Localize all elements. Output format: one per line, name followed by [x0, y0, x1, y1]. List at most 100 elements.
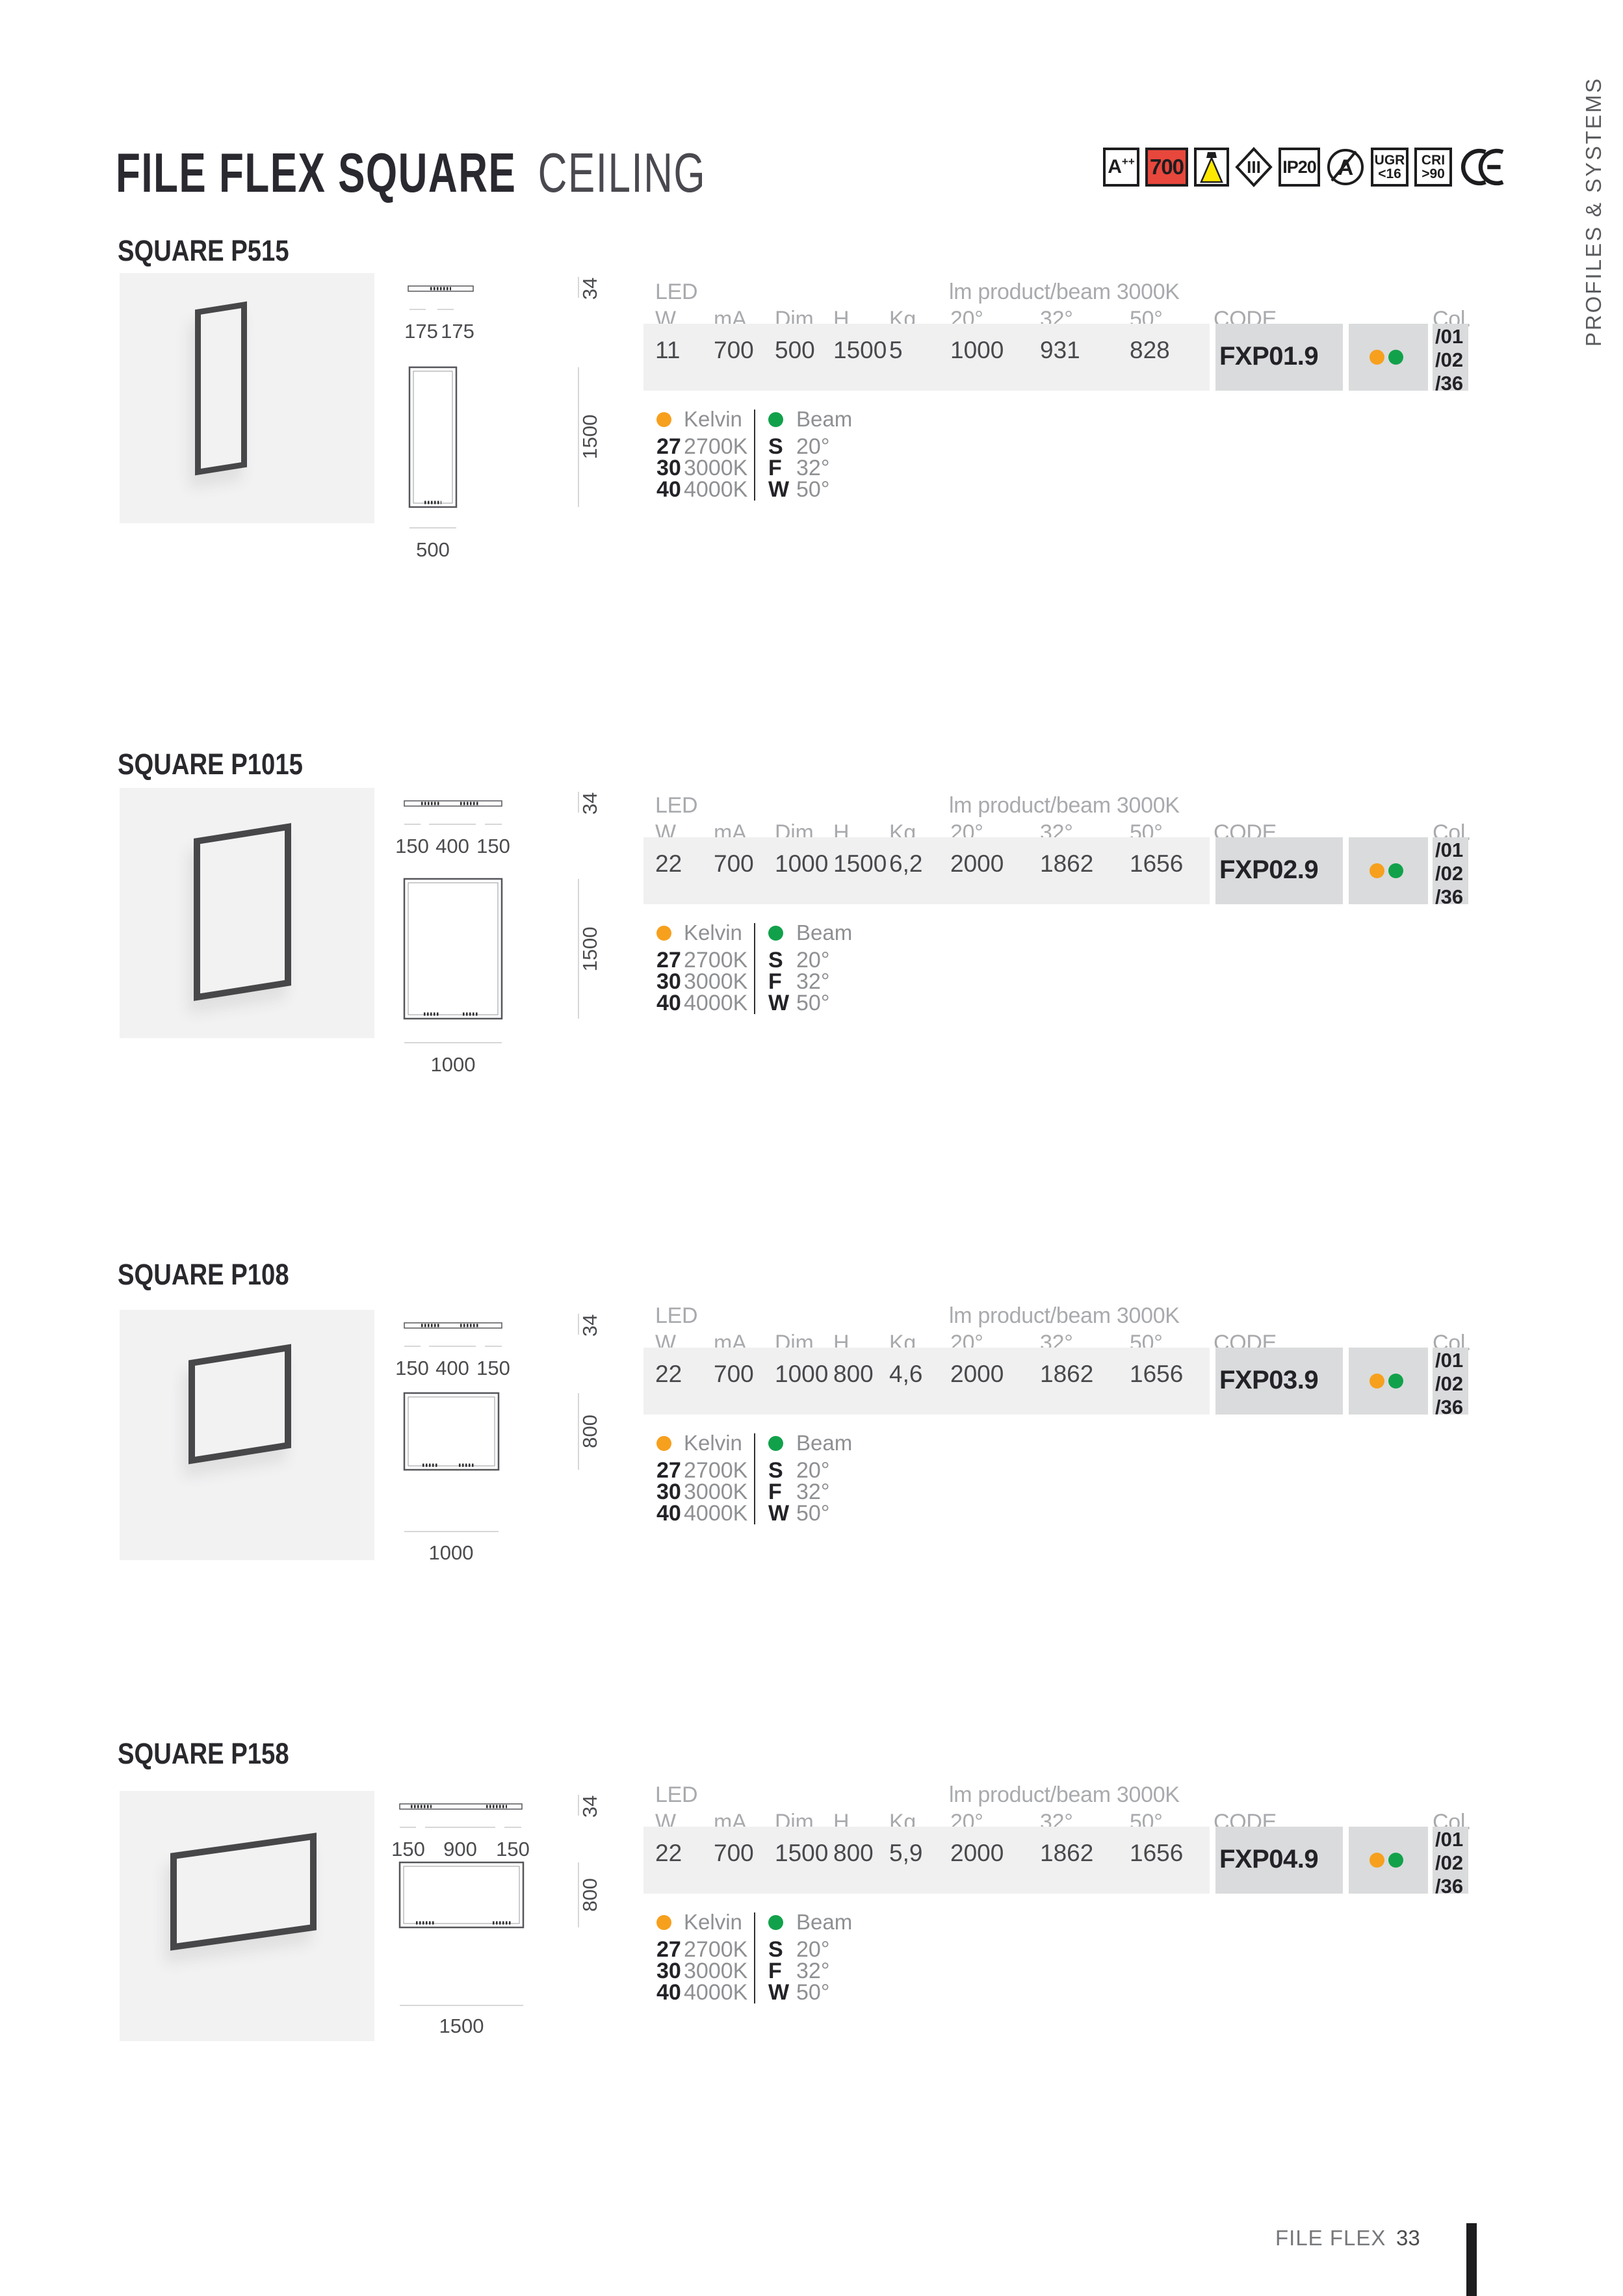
- dim-segment-a: 150: [391, 1838, 425, 1860]
- value-h: 1500: [833, 850, 887, 877]
- beam-value: 20°: [796, 1458, 830, 1483]
- product-title: SQUARE P108: [118, 1258, 289, 1291]
- finish-color-2: /02: [1435, 1851, 1464, 1874]
- beam-option-dot: [1388, 1374, 1403, 1389]
- dim-width: 1500: [439, 2015, 484, 2037]
- page-title-bold: FILE FLEX SQUARE: [116, 142, 517, 204]
- finish-color-1: /01: [1435, 325, 1464, 348]
- legend-divider: [754, 923, 755, 1014]
- kelvin-code: 27: [656, 434, 681, 459]
- kelvin-option-dot: [1370, 1374, 1384, 1389]
- beam-value: 32°: [796, 1480, 830, 1504]
- kelvin-option-dot: [1370, 350, 1384, 365]
- beam-value: 20°: [796, 1937, 830, 1962]
- beam-value: 50°: [796, 1980, 830, 2005]
- finish-color-3: /36: [1435, 372, 1464, 395]
- kelvin-value: 4000K: [684, 991, 748, 1015]
- dim-height: 800: [578, 1878, 601, 1912]
- energy-class-plus: ++: [1121, 155, 1135, 168]
- value-lm50: 1656: [1130, 1840, 1184, 1866]
- value-ma: 700: [714, 850, 754, 877]
- value-lm32: 1862: [1040, 1361, 1094, 1387]
- beam-legend-label: Beam: [796, 1431, 853, 1455]
- dim-width: 500: [416, 538, 450, 561]
- kelvin-code: 27: [656, 1458, 681, 1483]
- dim-segment-a: 150: [395, 835, 429, 857]
- code-cell-background: [1215, 324, 1343, 391]
- ugr-badge: UGR <16: [1371, 148, 1409, 187]
- product-photo: [120, 1310, 374, 1560]
- dim-segment-b: 400: [435, 1357, 469, 1379]
- product-photo: [120, 788, 374, 1038]
- kelvin-value: 3000K: [684, 1959, 748, 1983]
- dim-segment-b: 400: [435, 835, 469, 857]
- value-lm50: 1656: [1130, 1361, 1184, 1387]
- beam-legend-dot: [768, 1436, 783, 1451]
- value-lm50: 1656: [1130, 850, 1184, 877]
- beam-legend-dot: [768, 926, 783, 941]
- beam-code: F: [768, 456, 782, 480]
- dim-height: 1500: [578, 927, 601, 972]
- dim-segment-b: 175: [441, 320, 474, 343]
- ce-icon: [1458, 147, 1505, 187]
- kelvin-value: 3000K: [684, 456, 748, 480]
- kelvin-legend-dot: [656, 1436, 671, 1451]
- product-photo: [120, 1791, 374, 2041]
- finish-color-2: /02: [1435, 862, 1464, 885]
- beam-legend-label: Beam: [796, 1910, 853, 1934]
- kelvin-value: 4000K: [684, 477, 748, 502]
- ugr-line2: <16: [1378, 166, 1401, 181]
- kelvin-value: 2700K: [684, 1937, 748, 1962]
- dim-segment-a: 175: [404, 320, 438, 343]
- page-title-light: CEILING: [538, 142, 707, 204]
- page-title: FILE FLEX SQUARE CEILING: [116, 144, 706, 203]
- code-cell-background: [1215, 837, 1343, 904]
- kelvin-legend-dot: [656, 926, 671, 941]
- colors-cell-background: [1433, 1348, 1468, 1415]
- beam-icon: [1194, 148, 1229, 187]
- beam-code: F: [768, 969, 782, 994]
- value-lm20: 2000: [950, 1361, 1004, 1387]
- beam-legend-dot: [768, 1915, 783, 1930]
- dim-segment-c: 150: [496, 1838, 530, 1860]
- kelvin-value: 2700K: [684, 1458, 748, 1483]
- colors-cell-background: [1433, 324, 1468, 391]
- kelvin-code: 30: [656, 1959, 681, 1983]
- beam-option-dot: [1388, 350, 1403, 365]
- finish-color-1: /01: [1435, 839, 1464, 861]
- energy-class-badge: A ++: [1103, 148, 1139, 187]
- product-render: [194, 823, 291, 1001]
- value-h: 800: [833, 1361, 874, 1387]
- beam-code: S: [768, 434, 783, 459]
- beam-legend-label: Beam: [796, 407, 853, 431]
- value-dim: 1000: [775, 850, 829, 877]
- beam-symbol-icon: [1200, 152, 1223, 183]
- beam-code: F: [768, 1959, 782, 1983]
- product-section-p515: SQUARE P515 34 175 175 1500 500 LED lm p…: [0, 234, 1623, 754]
- beam-code: W: [768, 477, 790, 502]
- value-lm32: 931: [1040, 337, 1080, 363]
- cri-line2: >90: [1422, 166, 1445, 181]
- kelvin-code: 30: [656, 456, 681, 480]
- finish-colors: /01 /02 /36: [1435, 1349, 1463, 1419]
- no-lamp-icon: A: [1326, 147, 1365, 187]
- certification-badges: A ++ 700 III IP20 A UGR <16: [1103, 147, 1505, 187]
- footer-product-name: FILE FLEX: [1275, 2226, 1386, 2250]
- beam-value: 32°: [796, 969, 830, 994]
- legend-divider: [754, 1912, 755, 2003]
- kelvin-code: 40: [656, 1980, 681, 2005]
- technical-drawing: 34 175 175 1500 500: [404, 277, 601, 561]
- kelvin-code: 40: [656, 991, 681, 1015]
- value-w: 11: [655, 337, 681, 363]
- beam-code: S: [768, 948, 783, 972]
- value-lm20: 2000: [950, 1840, 1004, 1866]
- dim-thickness: 34: [578, 1314, 601, 1337]
- spec-row-background: [643, 324, 1210, 391]
- product-title: SQUARE P515: [118, 234, 289, 267]
- col-group-lumen: lm product/beam 3000K: [949, 1303, 1180, 1328]
- kelvin-value: 3000K: [684, 1480, 748, 1504]
- value-w: 22: [655, 1361, 682, 1387]
- value-lm32: 1862: [1040, 850, 1094, 877]
- driver-current-badge: 700: [1145, 148, 1188, 187]
- finish-color-3: /36: [1435, 1396, 1464, 1418]
